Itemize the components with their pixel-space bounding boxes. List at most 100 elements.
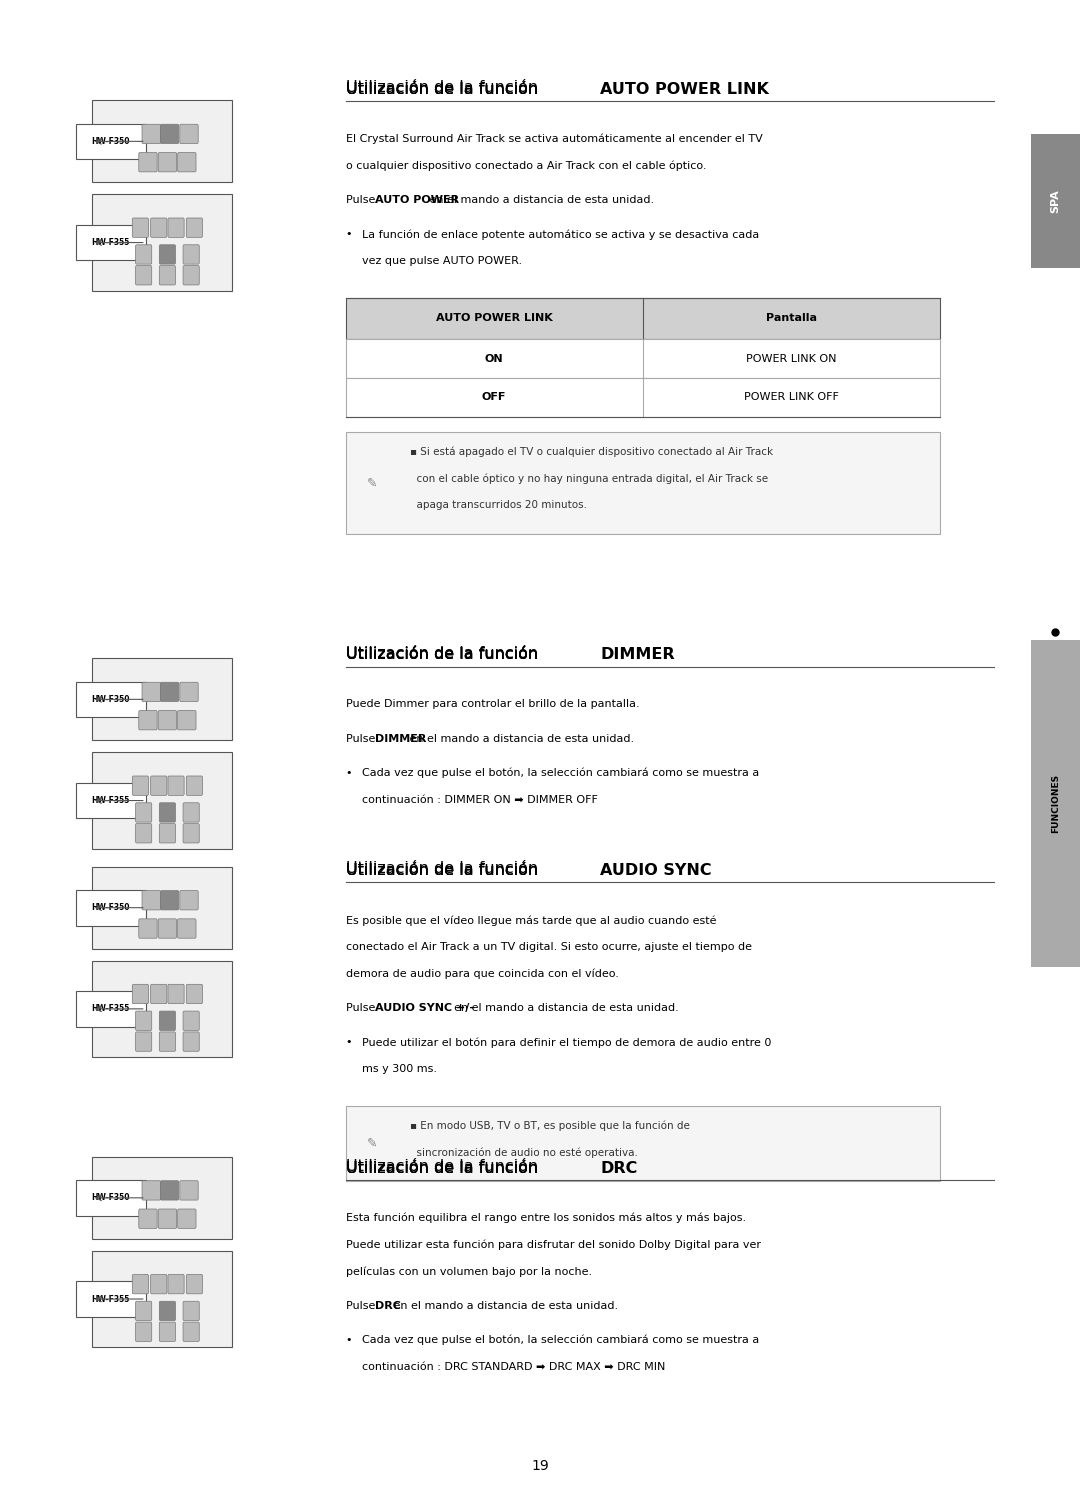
Text: AUTO POWER LINK: AUTO POWER LINK <box>600 82 769 97</box>
Bar <box>346 1106 940 1181</box>
Bar <box>1031 134 1080 268</box>
Text: en el mando a distancia de esta unidad.: en el mando a distancia de esta unidad. <box>390 1301 618 1311</box>
Text: Utilización de la función: Utilización de la función <box>346 82 543 97</box>
Text: DIMMER: DIMMER <box>600 647 675 662</box>
Text: apaga transcurridos 20 minutos.: apaga transcurridos 20 minutos. <box>410 500 588 510</box>
FancyBboxPatch shape <box>160 1033 175 1052</box>
FancyBboxPatch shape <box>151 777 166 795</box>
FancyBboxPatch shape <box>133 985 149 1003</box>
Text: HW-F355: HW-F355 <box>92 1004 130 1013</box>
FancyBboxPatch shape <box>133 217 149 237</box>
FancyBboxPatch shape <box>183 804 199 821</box>
FancyBboxPatch shape <box>177 710 197 729</box>
Bar <box>346 298 940 339</box>
Text: con el cable óptico y no hay ninguna entrada digital, el Air Track se: con el cable óptico y no hay ninguna ent… <box>410 473 769 484</box>
FancyBboxPatch shape <box>138 1208 158 1229</box>
FancyBboxPatch shape <box>179 1181 199 1199</box>
Text: ✎: ✎ <box>367 1137 378 1150</box>
Text: Utilización de la función: Utilización de la función <box>346 863 543 878</box>
Text: Puede Dimmer para controlar el brillo de la pantalla.: Puede Dimmer para controlar el brillo de… <box>346 699 639 710</box>
Text: Utilización de la función: Utilización de la función <box>346 82 543 97</box>
FancyBboxPatch shape <box>158 1208 176 1229</box>
Text: ms y 300 ms.: ms y 300 ms. <box>362 1064 436 1074</box>
FancyBboxPatch shape <box>179 682 199 701</box>
Text: ON: ON <box>485 354 503 363</box>
Text: películas con un volumen bajo por la noche.: películas con un volumen bajo por la noc… <box>346 1266 592 1277</box>
Text: DRC: DRC <box>375 1301 401 1311</box>
Text: ▪ Si está apagado el TV o cualquier dispositivo conectado al Air Track: ▪ Si está apagado el TV o cualquier disp… <box>410 446 773 457</box>
Text: POWER LINK ON: POWER LINK ON <box>746 354 836 363</box>
FancyBboxPatch shape <box>177 1208 197 1229</box>
FancyBboxPatch shape <box>138 918 158 939</box>
FancyBboxPatch shape <box>158 918 176 939</box>
FancyBboxPatch shape <box>160 804 175 821</box>
Bar <box>1031 640 1080 967</box>
Text: FUNCIONES: FUNCIONES <box>1051 774 1059 833</box>
FancyBboxPatch shape <box>133 1274 149 1295</box>
FancyBboxPatch shape <box>160 1323 175 1342</box>
Text: El Crystal Surround Air Track se activa automáticamente al encender el TV: El Crystal Surround Air Track se activa … <box>346 134 762 144</box>
FancyBboxPatch shape <box>168 777 184 795</box>
Bar <box>76 890 146 926</box>
FancyBboxPatch shape <box>183 1301 199 1321</box>
FancyBboxPatch shape <box>186 777 203 795</box>
Text: •: • <box>346 1037 352 1048</box>
FancyBboxPatch shape <box>143 682 161 701</box>
Text: HW-F350: HW-F350 <box>92 695 130 704</box>
FancyBboxPatch shape <box>151 217 166 237</box>
Text: HW-F355: HW-F355 <box>92 238 130 247</box>
FancyBboxPatch shape <box>133 777 149 795</box>
FancyBboxPatch shape <box>168 1274 184 1295</box>
Bar <box>76 682 146 717</box>
Text: Utilización de la función: Utilización de la función <box>346 1161 543 1176</box>
FancyBboxPatch shape <box>160 682 178 701</box>
FancyBboxPatch shape <box>183 265 199 284</box>
Text: Pulse: Pulse <box>346 195 378 205</box>
Text: Cada vez que pulse el botón, la selección cambiará como se muestra a: Cada vez que pulse el botón, la selecció… <box>362 768 759 778</box>
FancyBboxPatch shape <box>136 1323 151 1342</box>
FancyBboxPatch shape <box>158 710 176 729</box>
FancyBboxPatch shape <box>136 804 151 821</box>
Text: Utilización de la función: Utilización de la función <box>346 80 543 95</box>
Text: ✎: ✎ <box>367 476 378 490</box>
FancyBboxPatch shape <box>160 124 178 144</box>
Bar <box>76 1281 146 1317</box>
Text: Pantalla: Pantalla <box>766 314 816 323</box>
Text: en el mando a distancia de esta unidad.: en el mando a distancia de esta unidad. <box>406 734 634 744</box>
Text: Pulse: Pulse <box>346 1301 378 1311</box>
Text: HW-F355: HW-F355 <box>92 796 130 805</box>
Text: •: • <box>346 1335 352 1345</box>
Text: . en el mando a distancia de esta unidad.: . en el mando a distancia de esta unidad… <box>447 1003 678 1013</box>
Text: HW-F350: HW-F350 <box>92 137 130 146</box>
FancyBboxPatch shape <box>143 1181 161 1199</box>
Text: continuación : DIMMER ON ➡ DIMMER OFF: continuación : DIMMER ON ➡ DIMMER OFF <box>362 795 597 805</box>
Text: continuación : DRC STANDARD ➡ DRC MAX ➡ DRC MIN: continuación : DRC STANDARD ➡ DRC MAX ➡ … <box>362 1362 665 1372</box>
FancyBboxPatch shape <box>138 710 158 729</box>
Text: ▪ En modo USB, TV o BT, es posible que la función de: ▪ En modo USB, TV o BT, es posible que l… <box>410 1120 690 1131</box>
FancyBboxPatch shape <box>136 1301 151 1321</box>
FancyBboxPatch shape <box>160 244 175 265</box>
Text: Pulse: Pulse <box>346 734 378 744</box>
Text: Cada vez que pulse el botón, la selección cambiará como se muestra a: Cada vez que pulse el botón, la selecció… <box>362 1335 759 1345</box>
Text: Utilización de la función: Utilización de la función <box>346 82 543 97</box>
Bar <box>76 124 146 159</box>
Text: Utilización de la función: Utilización de la función <box>346 647 543 662</box>
Text: SPA: SPA <box>1050 189 1061 213</box>
FancyBboxPatch shape <box>186 1274 203 1295</box>
FancyBboxPatch shape <box>160 265 175 284</box>
FancyBboxPatch shape <box>138 152 158 171</box>
FancyBboxPatch shape <box>183 1012 199 1030</box>
Bar <box>92 1250 232 1348</box>
Text: •: • <box>346 229 352 240</box>
FancyBboxPatch shape <box>158 152 176 171</box>
FancyBboxPatch shape <box>160 1181 178 1199</box>
Text: DIMMER: DIMMER <box>375 734 427 744</box>
FancyBboxPatch shape <box>186 217 203 237</box>
Bar <box>92 658 232 740</box>
FancyBboxPatch shape <box>183 824 199 842</box>
FancyBboxPatch shape <box>136 265 151 284</box>
Text: Utilización de la función: Utilización de la función <box>346 863 543 878</box>
Bar <box>92 961 232 1056</box>
Text: en el mando a distancia de esta unidad.: en el mando a distancia de esta unidad. <box>426 195 654 205</box>
Bar <box>92 753 232 848</box>
